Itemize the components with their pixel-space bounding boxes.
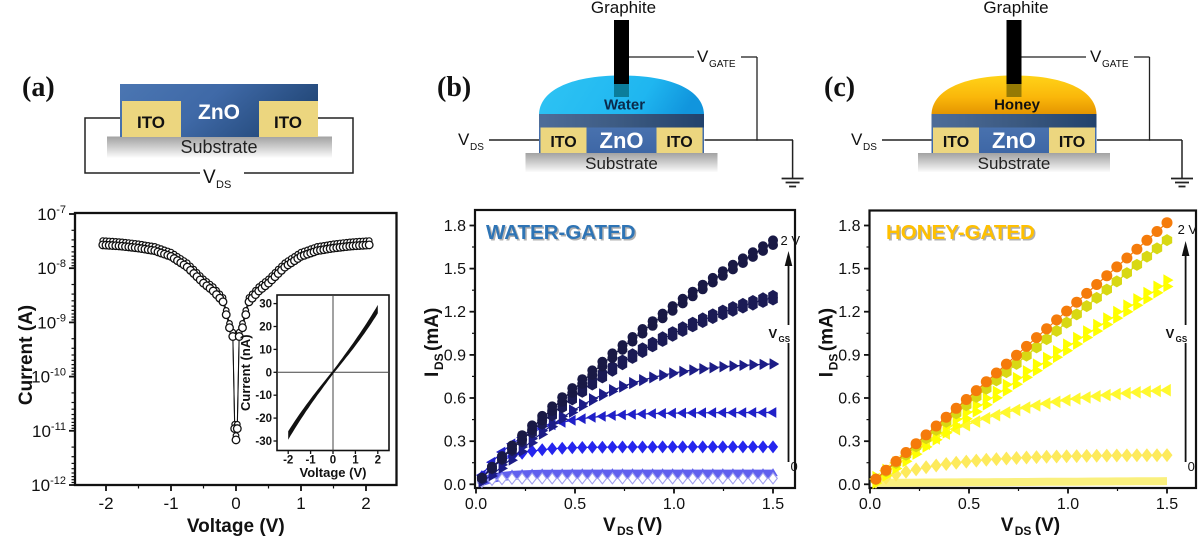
svg-text:1.8: 1.8 bbox=[838, 218, 860, 235]
svg-text:2 V: 2 V bbox=[781, 233, 801, 248]
svg-text:V: V bbox=[1001, 515, 1014, 536]
svg-text:ITO: ITO bbox=[550, 134, 576, 151]
svg-text:Voltage (V): Voltage (V) bbox=[300, 465, 367, 480]
svg-text:(V): (V) bbox=[1035, 515, 1060, 536]
svg-text:DS: DS bbox=[1015, 524, 1032, 538]
svg-text:-2: -2 bbox=[283, 455, 293, 467]
svg-text:ITO: ITO bbox=[274, 113, 302, 132]
svg-text:Voltage (V): Voltage (V) bbox=[187, 516, 285, 537]
svg-text:2: 2 bbox=[361, 494, 370, 513]
svg-text:-1: -1 bbox=[163, 494, 178, 513]
svg-text:0.0: 0.0 bbox=[465, 496, 487, 513]
svg-text:0.6: 0.6 bbox=[838, 391, 860, 408]
svg-text:0: 0 bbox=[231, 494, 240, 513]
svg-text:WATER-GATED: WATER-GATED bbox=[486, 221, 636, 244]
svg-text:1.2: 1.2 bbox=[444, 304, 466, 321]
svg-text:-2: -2 bbox=[98, 494, 113, 513]
svg-text:0.0: 0.0 bbox=[444, 477, 466, 494]
svg-text:0.0: 0.0 bbox=[838, 477, 860, 494]
svg-text:(mA): (mA) bbox=[817, 308, 838, 351]
svg-text:-20: -20 bbox=[255, 413, 272, 425]
svg-text:GATE: GATE bbox=[1102, 59, 1129, 70]
svg-text:1.5: 1.5 bbox=[444, 261, 466, 278]
svg-text:V: V bbox=[1166, 326, 1175, 341]
svg-text:1.5: 1.5 bbox=[838, 261, 860, 278]
svg-text:Substrate: Substrate bbox=[180, 137, 257, 157]
svg-text:(c): (c) bbox=[824, 72, 855, 103]
svg-text:1: 1 bbox=[296, 494, 305, 513]
svg-text:0.0: 0.0 bbox=[859, 496, 881, 513]
svg-text:V: V bbox=[697, 47, 709, 66]
svg-text:Current (A): Current (A) bbox=[16, 305, 37, 405]
svg-text:(b): (b) bbox=[437, 72, 471, 103]
svg-text:V: V bbox=[458, 130, 470, 149]
svg-text:1.0: 1.0 bbox=[1057, 496, 1079, 513]
svg-text:DS: DS bbox=[827, 354, 841, 371]
svg-text:V: V bbox=[603, 515, 616, 536]
svg-text:GS: GS bbox=[779, 335, 791, 344]
svg-text:Current (nA): Current (nA) bbox=[238, 334, 253, 411]
svg-text:I: I bbox=[422, 372, 443, 377]
svg-text:ZnO: ZnO bbox=[992, 128, 1036, 153]
svg-text:0.3: 0.3 bbox=[838, 434, 860, 451]
svg-text:ZnO: ZnO bbox=[198, 101, 240, 124]
svg-text:0.9: 0.9 bbox=[838, 347, 860, 364]
svg-text:1.5: 1.5 bbox=[1156, 496, 1178, 513]
svg-text:V: V bbox=[1090, 47, 1102, 66]
svg-text:-30: -30 bbox=[255, 436, 272, 448]
svg-text:0: 0 bbox=[266, 367, 272, 379]
svg-text:0.5: 0.5 bbox=[958, 496, 980, 513]
svg-text:1.5: 1.5 bbox=[762, 496, 784, 513]
svg-text:0.3: 0.3 bbox=[444, 434, 466, 451]
svg-text:1.0: 1.0 bbox=[663, 496, 685, 513]
svg-text:ITO: ITO bbox=[943, 134, 969, 151]
svg-text:DS: DS bbox=[617, 524, 634, 538]
svg-text:I: I bbox=[817, 372, 838, 377]
svg-text:DS: DS bbox=[470, 142, 484, 153]
svg-text:1.2: 1.2 bbox=[838, 304, 860, 321]
svg-text:0.6: 0.6 bbox=[444, 391, 466, 408]
svg-text:2: 2 bbox=[375, 455, 381, 467]
svg-text:WATER-GATED: WATER-GATED bbox=[488, 223, 638, 246]
svg-text:Graphite: Graphite bbox=[983, 0, 1048, 17]
svg-text:Honey: Honey bbox=[994, 97, 1041, 114]
svg-text:V: V bbox=[769, 326, 778, 341]
svg-text:V: V bbox=[851, 130, 863, 149]
svg-text:-10: -10 bbox=[255, 390, 272, 402]
svg-text:0: 0 bbox=[1188, 459, 1195, 474]
svg-text:GATE: GATE bbox=[709, 59, 736, 70]
svg-text:0.9: 0.9 bbox=[444, 347, 466, 364]
svg-text:ITO: ITO bbox=[137, 113, 165, 132]
svg-text:(V): (V) bbox=[637, 515, 662, 536]
svg-text:DS: DS bbox=[216, 179, 231, 191]
svg-text:0: 0 bbox=[330, 455, 336, 467]
svg-text:20: 20 bbox=[259, 322, 272, 334]
svg-text:1.8: 1.8 bbox=[444, 218, 466, 235]
svg-text:10: 10 bbox=[259, 344, 272, 356]
svg-text:DS: DS bbox=[863, 142, 877, 153]
svg-text:ITO: ITO bbox=[1059, 134, 1085, 151]
svg-text:0: 0 bbox=[791, 459, 798, 474]
svg-text:1: 1 bbox=[352, 455, 359, 467]
svg-text:ITO: ITO bbox=[666, 134, 692, 151]
svg-text:0.5: 0.5 bbox=[564, 496, 586, 513]
svg-text:30: 30 bbox=[259, 299, 272, 311]
svg-text:Substrate: Substrate bbox=[978, 154, 1051, 173]
svg-text:-1: -1 bbox=[305, 455, 316, 467]
svg-text:2 V: 2 V bbox=[1178, 222, 1198, 237]
svg-text:Substrate: Substrate bbox=[585, 154, 658, 173]
svg-text:HONEY-GATED: HONEY-GATED bbox=[886, 221, 1035, 244]
svg-text:V: V bbox=[203, 167, 216, 188]
svg-text:(mA): (mA) bbox=[422, 308, 443, 351]
svg-text:ZnO: ZnO bbox=[600, 128, 644, 153]
svg-text:(a): (a) bbox=[22, 72, 55, 103]
svg-text:HONEY-GATED: HONEY-GATED bbox=[888, 223, 1037, 246]
svg-text:Graphite: Graphite bbox=[591, 0, 656, 17]
svg-text:Water: Water bbox=[604, 97, 645, 114]
svg-text:GS: GS bbox=[1176, 335, 1188, 344]
svg-text:DS: DS bbox=[432, 353, 446, 370]
